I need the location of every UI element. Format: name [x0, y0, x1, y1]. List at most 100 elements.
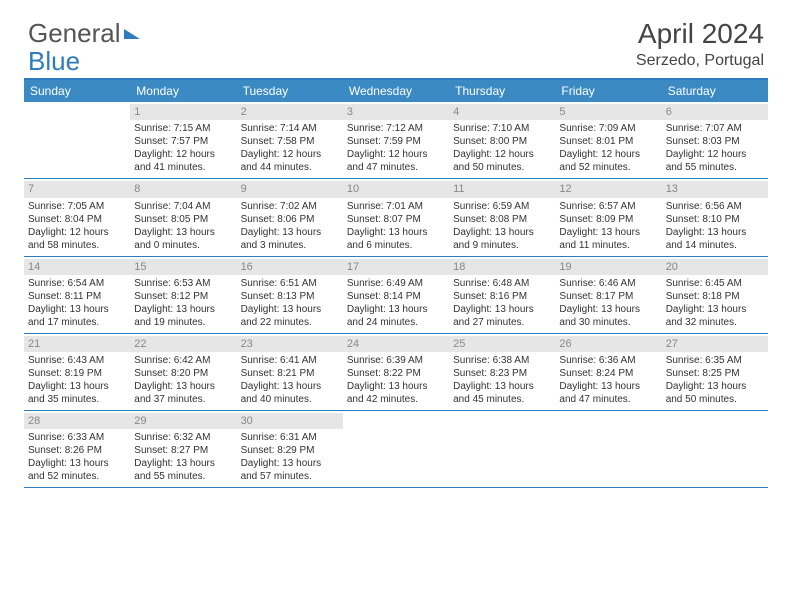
sunset-text: Sunset: 8:07 PM	[347, 213, 445, 226]
day-number-row: 10	[343, 181, 449, 197]
day-cell: 8 Sunrise: 7:04 AMSunset: 8:05 PMDaylight…	[130, 179, 236, 255]
daylight-text: Daylight: 12 hours and 50 minutes.	[453, 148, 551, 174]
day-number: 17	[347, 261, 359, 273]
day-cell: 4Sunrise: 7:10 AMSunset: 8:00 PMDaylight…	[449, 102, 555, 178]
sunset-text: Sunset: 8:18 PM	[666, 290, 764, 303]
sunset-text: Sunset: 8:20 PM	[134, 367, 232, 380]
day-number: 18	[453, 261, 465, 273]
day-cell: 30Sunrise: 6:31 AMSunset: 8:29 PMDayligh…	[237, 411, 343, 487]
day-cell: 7Sunrise: 7:05 AMSunset: 8:04 PMDaylight…	[24, 179, 130, 255]
day-number-row: 13	[662, 181, 768, 197]
daylight-text: Daylight: 13 hours and 47 minutes.	[559, 380, 657, 406]
day-cell: 12 Sunrise: 6:57 AMSunset: 8:09 PMDayligh…	[555, 179, 661, 255]
sunset-text: Sunset: 8:03 PM	[666, 135, 764, 148]
sunrise-text: Sunrise: 7:10 AM	[453, 122, 551, 135]
daylight-text: Daylight: 12 hours and 52 minutes.	[559, 148, 657, 174]
day-number: 25	[453, 338, 465, 350]
day-cell: 9Sunrise: 7:02 AMSunset: 8:06 PMDaylight…	[237, 179, 343, 255]
sunrise-text: Sunrise: 6:42 AM	[134, 354, 232, 367]
sunrise-text: Sunrise: 6:46 AM	[559, 277, 657, 290]
day-number-row: 17	[343, 259, 449, 275]
daylight-text: Daylight: 13 hours and 24 minutes.	[347, 303, 445, 329]
header: General April 2024 Serzedo, Portugal	[0, 0, 792, 78]
week-row: 21Sunrise: 6:43 AMSunset: 8:19 PMDayligh…	[24, 334, 768, 411]
sunset-text: Sunset: 7:59 PM	[347, 135, 445, 148]
sunrise-text: Sunrise: 7:15 AM	[134, 122, 232, 135]
day-number-row: 27	[662, 336, 768, 352]
sunset-text: Sunset: 8:26 PM	[28, 444, 126, 457]
day-number-row: 28	[24, 413, 130, 429]
sunrise-text: Sunrise: 6:35 AM	[666, 354, 764, 367]
day-number-row: 9	[237, 181, 343, 197]
sunrise-text: Sunrise: 7:12 AM	[347, 122, 445, 135]
daylight-text: Daylight: 13 hours and 50 minutes.	[666, 380, 764, 406]
day-cell	[449, 411, 555, 487]
sunset-text: Sunset: 7:58 PM	[241, 135, 339, 148]
daylight-text: Daylight: 13 hours and 19 minutes.	[134, 303, 232, 329]
day-number-row: 11	[449, 181, 555, 197]
day-number: 1	[134, 106, 140, 118]
day-number: 16	[241, 261, 253, 273]
daylight-text: Daylight: 13 hours and 37 minutes.	[134, 380, 232, 406]
daylight-text: Daylight: 12 hours and 55 minutes.	[666, 148, 764, 174]
weekday-friday: Friday	[555, 80, 661, 102]
day-content: Sunrise: 6:57 AMSunset: 8:09 PMDaylight:…	[559, 200, 657, 252]
day-cell: 6Sunrise: 7:07 AMSunset: 8:03 PMDaylight…	[662, 102, 768, 178]
day-content: Sunrise: 6:46 AMSunset: 8:17 PMDaylight:…	[559, 277, 657, 329]
day-content: Sunrise: 7:04 AMSunset: 8:05 PMDaylight:…	[134, 200, 232, 252]
day-content: Sunrise: 6:51 AMSunset: 8:13 PMDaylight:…	[241, 277, 339, 329]
day-number: 15	[134, 261, 146, 273]
sunset-text: Sunset: 8:11 PM	[28, 290, 126, 303]
daylight-text: Daylight: 13 hours and 55 minutes.	[134, 457, 232, 483]
day-number-row: 23	[237, 336, 343, 352]
sunset-text: Sunset: 7:57 PM	[134, 135, 232, 148]
title-block: April 2024 Serzedo, Portugal	[636, 18, 764, 70]
day-number-row: 2	[237, 104, 343, 120]
day-content: Sunrise: 6:32 AMSunset: 8:27 PMDaylight:…	[134, 431, 232, 483]
day-content: Sunrise: 6:36 AMSunset: 8:24 PMDaylight:…	[559, 354, 657, 406]
location: Serzedo, Portugal	[636, 52, 764, 70]
day-number-row: 12	[555, 181, 661, 197]
logo: General	[28, 18, 140, 49]
day-content: Sunrise: 7:05 AMSunset: 8:04 PMDaylight:…	[28, 200, 126, 252]
sunrise-text: Sunrise: 6:43 AM	[28, 354, 126, 367]
day-number: 30	[241, 415, 253, 427]
day-cell: 11Sunrise: 6:59 AMSunset: 8:08 PMDayligh…	[449, 179, 555, 255]
sunset-text: Sunset: 8:22 PM	[347, 367, 445, 380]
day-number-row: 20	[662, 259, 768, 275]
sunrise-text: Sunrise: 7:02 AM	[241, 200, 339, 213]
day-content: Sunrise: 7:14 AMSunset: 7:58 PMDaylight:…	[241, 122, 339, 174]
day-number: 9	[241, 183, 247, 195]
day-cell: 13Sunrise: 6:56 AMSunset: 8:10 PMDayligh…	[662, 179, 768, 255]
daylight-text: Daylight: 13 hours and 45 minutes.	[453, 380, 551, 406]
day-number: 24	[347, 338, 359, 350]
sunrise-text: Sunrise: 6:59 AM	[453, 200, 551, 213]
day-cell: 14Sunrise: 6:54 AMSunset: 8:11 PMDayligh…	[24, 257, 130, 333]
day-number: 10	[347, 183, 359, 195]
daylight-text: Daylight: 13 hours and 9 minutes.	[453, 226, 551, 252]
daylight-text: Daylight: 13 hours and 52 minutes.	[28, 457, 126, 483]
sunrise-text: Sunrise: 7:09 AM	[559, 122, 657, 135]
day-number-row: 21	[24, 336, 130, 352]
daylight-text: Daylight: 13 hours and 27 minutes.	[453, 303, 551, 329]
day-number-row: 8	[130, 181, 236, 197]
day-content: Sunrise: 7:15 AMSunset: 7:57 PMDaylight:…	[134, 122, 232, 174]
logo-text-1: General	[28, 18, 121, 49]
daylight-text: Daylight: 13 hours and 57 minutes.	[241, 457, 339, 483]
sunrise-text: Sunrise: 7:05 AM	[28, 200, 126, 213]
day-cell: 2 Sunrise: 7:14 AMSunset: 7:58 PMDaylight…	[237, 102, 343, 178]
day-number-row: 29	[130, 413, 236, 429]
sunset-text: Sunset: 8:09 PM	[559, 213, 657, 226]
day-cell: 19Sunrise: 6:46 AMSunset: 8:17 PMDayligh…	[555, 257, 661, 333]
sunset-text: Sunset: 8:01 PM	[559, 135, 657, 148]
day-cell: 22Sunrise: 6:42 AMSunset: 8:20 PMDayligh…	[130, 334, 236, 410]
weekday-row: SundayMondayTuesdayWednesdayThursdayFrid…	[24, 80, 768, 102]
day-number: 20	[666, 261, 678, 273]
daylight-text: Daylight: 13 hours and 17 minutes.	[28, 303, 126, 329]
sunset-text: Sunset: 8:21 PM	[241, 367, 339, 380]
sunset-text: Sunset: 8:04 PM	[28, 213, 126, 226]
day-number: 11	[453, 183, 464, 195]
day-content: Sunrise: 7:12 AMSunset: 7:59 PMDaylight:…	[347, 122, 445, 174]
daylight-text: Daylight: 13 hours and 6 minutes.	[347, 226, 445, 252]
sunset-text: Sunset: 8:14 PM	[347, 290, 445, 303]
